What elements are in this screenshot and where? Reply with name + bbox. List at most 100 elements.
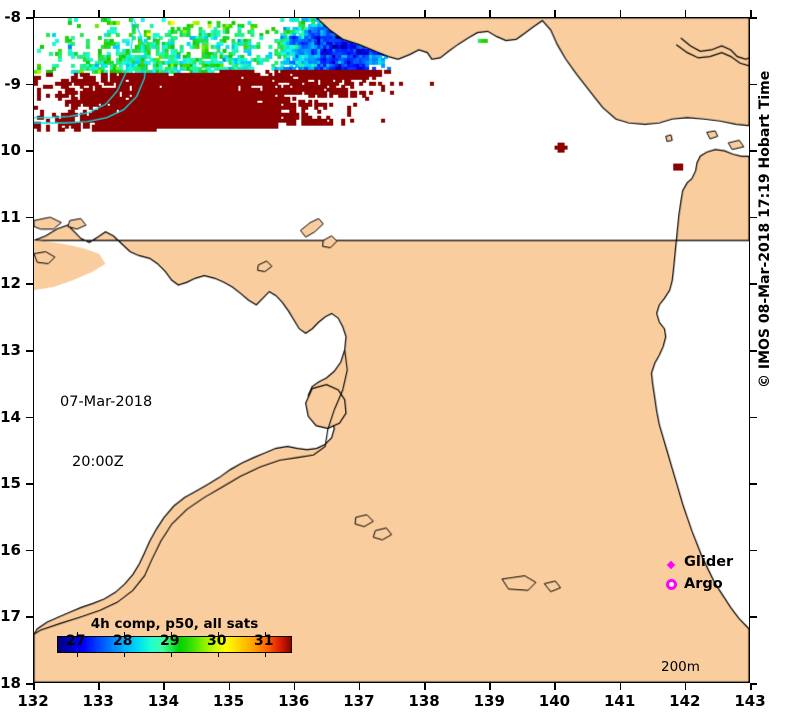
y-tick-label: -18: [0, 674, 21, 692]
y-tick-label: -11: [0, 207, 21, 226]
colorbar-tick: [76, 632, 78, 637]
colorbar-tick-label: 29: [160, 633, 180, 649]
y-tick-label: -10: [0, 141, 21, 160]
y-tick: [26, 216, 33, 219]
y-tick-right: [750, 350, 757, 352]
colorbar-tick-label: 30: [207, 633, 227, 649]
y-tick-label: -15: [0, 474, 21, 493]
y-tick-right: [750, 17, 757, 19]
x-tick: [554, 683, 556, 690]
y-tick: [26, 350, 33, 352]
x-tick-label: 143: [734, 692, 766, 710]
y-tick: [26, 17, 33, 19]
x-tick-top: [98, 10, 100, 17]
colorbar-tick-label: 31: [254, 633, 274, 649]
y-tick-right: [750, 150, 757, 152]
colorbar-title: 4h comp, p50, all sats: [90, 616, 259, 632]
colorbar-tick: [170, 632, 172, 637]
x-tick-top: [163, 10, 165, 17]
y-tick-right: [750, 283, 757, 285]
timestamp-time: 20:00Z: [72, 454, 124, 470]
x-tick: [424, 683, 426, 690]
y-tick-label: -17: [0, 607, 21, 626]
y-tick: [26, 549, 33, 552]
colorbar-tick: [264, 632, 266, 637]
colorbar-tick-label: 27: [66, 633, 86, 649]
y-tick-right: [750, 416, 757, 419]
x-tick: [293, 683, 296, 690]
colorbar: 4h comp, p50, all sats 27 28 29 30 31: [57, 616, 292, 657]
legend-item-argo: Argo: [658, 573, 733, 595]
colorbar-tick: [264, 652, 266, 657]
y-tick-label: -8: [4, 8, 21, 26]
x-tick-top: [489, 10, 491, 17]
argo-label: Argo: [684, 576, 723, 592]
x-tick-top: [228, 10, 231, 17]
colorbar-gradient: [57, 632, 292, 657]
x-tick: [163, 683, 165, 690]
y-tick: [26, 683, 33, 685]
y-tick-label: -16: [0, 540, 21, 559]
y-tick-label: -9: [4, 74, 21, 93]
map-plot-area[interactable]: 07-Mar-2018 20:00Z Glider Argo 200m 1000…: [33, 17, 750, 683]
x-tick: [358, 683, 361, 690]
x-tick: [228, 683, 231, 690]
x-tick: [33, 683, 35, 690]
argo-marker-icon: [658, 575, 684, 594]
x-tick-label: 139: [473, 692, 505, 710]
marker-legend: Glider Argo: [658, 551, 733, 595]
depth-contour-key: 200m 1000m: [661, 622, 709, 682]
x-tick-label: 133: [82, 692, 114, 710]
y-tick: [26, 150, 33, 152]
x-tick-top: [293, 10, 296, 17]
x-tick-top: [33, 10, 35, 17]
land-coastline-layer: [34, 18, 749, 682]
y-tick-right: [750, 549, 757, 552]
y-tick-right: [750, 83, 757, 86]
colorbar-tick-label: 28: [113, 633, 133, 649]
x-tick-label: 140: [538, 692, 571, 710]
colorbar-tick: [123, 652, 125, 657]
colorbar-tick: [217, 632, 219, 637]
y-tick-right: [750, 616, 757, 618]
y-tick-label: -14: [0, 407, 21, 426]
colorbar-tick: [123, 632, 125, 637]
y-tick-label: -12: [0, 274, 21, 293]
x-tick-top: [554, 10, 556, 17]
depth-label-200m: 200m: [661, 659, 700, 675]
colorbar-tick: [76, 652, 78, 657]
x-tick-label: 141: [603, 692, 636, 710]
x-tick-top: [684, 10, 687, 17]
x-tick-top: [750, 10, 752, 17]
credit-text: © IMOS 08-Mar-2018 17:19 Hobart Time: [757, 70, 773, 388]
y-tick-label: -13: [0, 341, 21, 359]
colorbar-tick: [170, 652, 172, 657]
x-tick: [98, 683, 100, 690]
y-tick-right: [750, 683, 757, 685]
y-tick-right: [750, 483, 757, 485]
legend-item-glider: Glider: [658, 551, 733, 573]
y-tick: [26, 283, 33, 285]
x-tick-label: 132: [17, 692, 49, 710]
timestamp-annotation: 07-Mar-2018 20:00Z: [60, 352, 152, 512]
x-tick-label: 137: [343, 692, 375, 710]
x-tick-label: 138: [408, 692, 440, 710]
colorbar-tick: [217, 652, 219, 657]
y-tick: [26, 616, 33, 618]
y-tick: [26, 416, 33, 419]
y-tick: [26, 83, 33, 86]
y-tick-right: [750, 216, 757, 219]
glider-label: Glider: [684, 554, 734, 570]
x-tick-top: [424, 10, 426, 17]
x-tick: [619, 683, 622, 690]
x-tick-label: 142: [669, 692, 701, 710]
x-tick-label: 134: [147, 692, 180, 710]
timestamp-date: 07-Mar-2018: [60, 394, 153, 410]
x-tick: [684, 683, 687, 690]
y-tick: [26, 483, 33, 485]
glider-marker-icon: [658, 553, 684, 572]
x-tick-label: 135: [212, 692, 245, 710]
x-tick: [489, 683, 491, 690]
x-tick-top: [619, 10, 622, 17]
